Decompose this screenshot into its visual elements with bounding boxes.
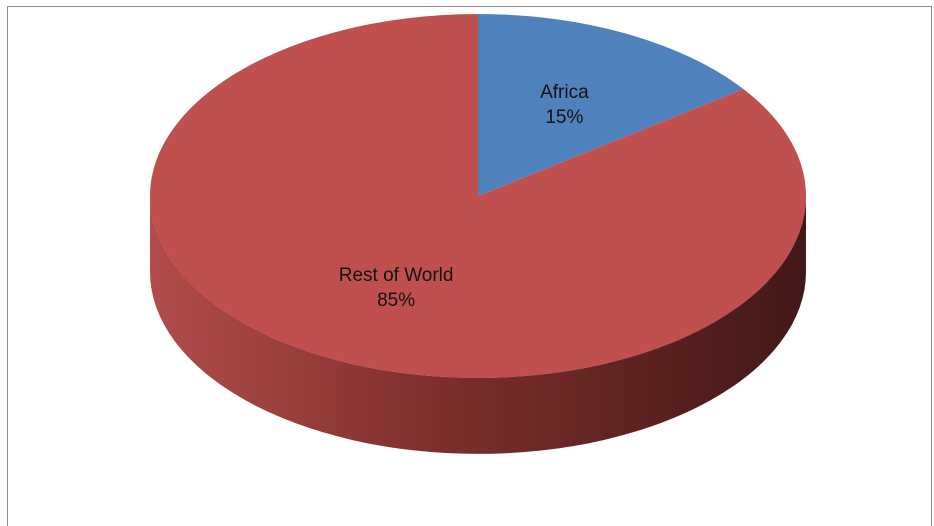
pie-slice-rest-of-world [149, 14, 807, 379]
data-label-africa: Africa 15% [540, 82, 589, 128]
slice-label-rest-of-world: Rest of World [339, 265, 454, 286]
pie-chart: Africa 15% Rest of World 85% [149, 14, 807, 454]
pie-slice-africa [478, 14, 744, 196]
slice-label-africa: Africa [540, 82, 589, 103]
pie-top-faces [149, 14, 807, 379]
slice-value-rest-of-world: 85% [377, 290, 415, 311]
pie-side-rest-of-world [150, 196, 806, 454]
data-label-rest-of-world: Rest of World 85% [339, 265, 454, 311]
pie-side-walls [150, 196, 806, 454]
pie-labels: Africa 15% Rest of World 85% [339, 82, 589, 311]
slice-value-africa: 15% [545, 107, 583, 128]
